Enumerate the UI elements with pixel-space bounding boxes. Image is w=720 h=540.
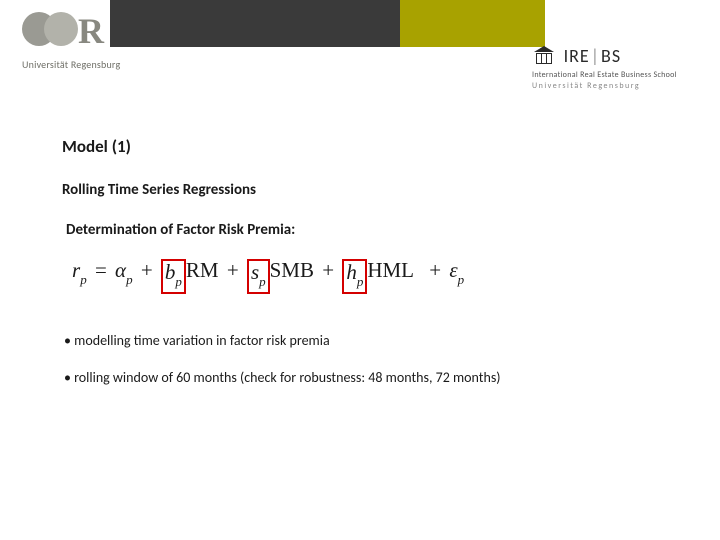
- irebs-name: IRE|BS: [564, 45, 621, 67]
- slide-header: R Universität Regensburg IRE|BS Internat…: [0, 0, 720, 100]
- slide-subtitle: Rolling Time Series Regressions: [62, 181, 662, 199]
- ur-logo-letter: R: [78, 10, 104, 52]
- eq-coef-box: bp: [161, 259, 186, 294]
- eq-epsilon: ε: [449, 258, 457, 282]
- ur-label: Universität Regensburg: [22, 58, 120, 71]
- irebs-logo: IRE|BS International Real Estate Busines…: [532, 44, 692, 91]
- building-icon: [532, 44, 556, 68]
- eq-epsilon-sub: p: [458, 272, 465, 287]
- eq-s-sub: p: [259, 274, 266, 289]
- header-bar-olive: [400, 0, 545, 47]
- irebs-subtitle2: Universität Regensburg: [532, 81, 692, 91]
- eq-b: b: [165, 260, 176, 284]
- eq-coef-box: sp: [247, 259, 270, 294]
- eq-alpha: α: [115, 258, 126, 282]
- irebs-name-left: IRE: [564, 45, 590, 67]
- regression-equation: rp = αp + bpRM + spSMB + hpHML + εp: [72, 257, 662, 292]
- eq-b-sub: p: [175, 274, 182, 289]
- eq-factor-hml: HML: [367, 258, 414, 282]
- bullet-item: modelling time variation in factor risk …: [64, 332, 662, 349]
- eq-alpha-sub: p: [126, 272, 133, 287]
- eq-h-sub: p: [357, 274, 364, 289]
- eq-h: h: [346, 260, 357, 284]
- eq-factor-smb: SMB: [270, 258, 314, 282]
- eq-coef-box: hp: [342, 259, 367, 294]
- eq-lhs-var: r: [72, 258, 80, 282]
- header-bar-dark: [110, 0, 400, 47]
- slide-title: Model (1): [62, 136, 662, 157]
- irebs-name-right: BS: [601, 45, 621, 67]
- bullet-item: rolling window of 60 months (check for r…: [64, 369, 662, 386]
- irebs-subtitle: International Real Estate Business Schoo…: [532, 70, 692, 80]
- eq-lhs-sub: p: [80, 272, 87, 287]
- eq-factor-rm: RM: [186, 258, 219, 282]
- eq-s: s: [251, 260, 259, 284]
- slide-content: Model (1) Rolling Time Series Regression…: [62, 136, 662, 406]
- ur-logo-circle: [44, 12, 78, 46]
- slide-subheading: Determination of Factor Risk Premia:: [66, 221, 662, 239]
